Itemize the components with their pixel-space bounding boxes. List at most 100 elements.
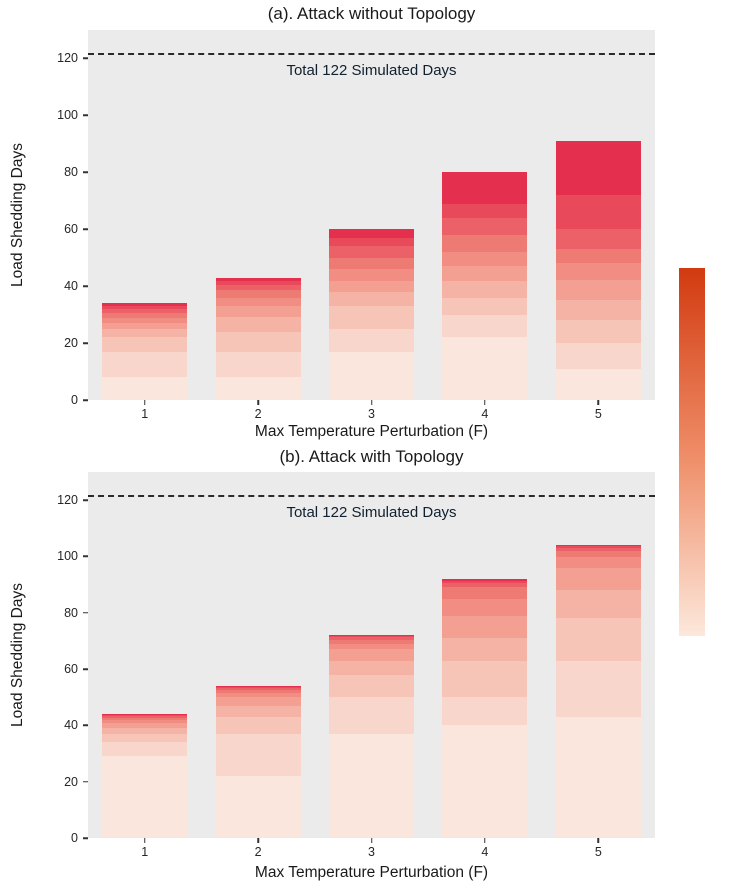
x-tick-label: 5 — [594, 407, 602, 421]
bar-segment — [328, 637, 415, 640]
bar-segment — [555, 567, 641, 591]
bar-segment — [328, 660, 415, 675]
x-tick-mark — [257, 400, 259, 405]
stacked-bar-3 — [328, 30, 415, 400]
bar-segment — [102, 308, 188, 314]
bar-segment — [555, 660, 641, 717]
x-axis-ticks: 1 2 3 4 5 — [88, 400, 655, 424]
plot-area: Total 122 Simulated Days — [88, 472, 655, 838]
bar-segment — [442, 314, 528, 338]
x-tick-mark — [143, 400, 146, 405]
bar-segment — [102, 719, 188, 723]
bar-segment — [442, 615, 528, 639]
bar-segment — [555, 546, 641, 549]
y-tick-label: 100 — [57, 108, 78, 123]
chart-a-x-axis-label: Max Temperature Perturbation (F) — [254, 423, 489, 440]
bar-segment — [215, 690, 301, 694]
stacked-bar-1 — [102, 30, 188, 400]
y-tick-mark — [83, 57, 88, 60]
y-axis-ticks: 0 20 40 60 80 100 120 — [38, 30, 88, 407]
bar-segment — [442, 697, 528, 726]
bar-segment — [328, 697, 415, 734]
x-tick-label: 5 — [594, 845, 602, 859]
bar-slot — [315, 472, 428, 838]
y-axis-ticks: 0 20 40 60 80 100 120 — [38, 472, 88, 845]
x-tick-label: 1 — [141, 845, 149, 859]
y-tick-label: 100 — [57, 549, 78, 564]
stacked-bar-5 — [555, 30, 641, 400]
x-tick-label: 3 — [368, 845, 375, 859]
bar-segment — [555, 556, 641, 568]
x-tick-label: 2 — [254, 407, 262, 421]
y-tick-mark — [83, 837, 88, 839]
bar-segment — [102, 742, 188, 757]
bar-slot — [88, 30, 201, 400]
bar-slot — [542, 30, 655, 400]
x-tick-mark — [370, 400, 373, 405]
bar-segment — [215, 351, 301, 378]
bar-slot — [315, 30, 428, 400]
bar-segment — [102, 733, 188, 743]
bar-segment — [442, 587, 528, 599]
x-tick-label: 3 — [368, 407, 375, 421]
bar-segment — [215, 277, 301, 281]
stacked-bar-1 — [102, 472, 188, 838]
bar-segment — [328, 643, 415, 650]
bar-segment — [442, 337, 528, 400]
y-tick-mark — [83, 780, 88, 783]
chart-attack-without-topology: (a). Attack without Topology Load Sheddi… — [0, 0, 660, 443]
y-tick-mark — [83, 171, 88, 174]
bar-segment — [328, 649, 415, 661]
bar-segment — [555, 550, 641, 557]
bar-segment — [328, 280, 415, 292]
y-tick-label: 60 — [64, 222, 78, 237]
bar-segment — [442, 203, 528, 218]
bar-segment — [328, 639, 415, 644]
x-tick-mark — [484, 838, 486, 843]
bar-segment — [102, 351, 188, 378]
x-tick-mark — [143, 838, 146, 843]
y-tick-label: 120 — [57, 493, 78, 508]
bar-segment — [328, 237, 415, 247]
bar-segment — [215, 686, 301, 688]
bar-slot — [428, 30, 541, 400]
chart-b-x-axis-label: Max Temperature Perturbation (F) — [254, 864, 489, 881]
bar-segment — [102, 306, 188, 309]
x-axis-ticks: 1 2 3 4 5 — [88, 838, 655, 862]
bar-segment — [442, 660, 528, 698]
bar-segment — [442, 581, 528, 584]
y-tick-label: 80 — [64, 165, 78, 180]
x-tick-label: 4 — [481, 407, 489, 421]
bar-segment — [555, 368, 641, 400]
y-tick-mark — [83, 114, 88, 117]
y-tick-mark — [83, 228, 88, 230]
bar-segment — [215, 377, 301, 400]
bar-segment — [328, 733, 415, 838]
bar-segment — [555, 249, 641, 264]
x-tick-mark — [484, 400, 486, 405]
bar-segment — [215, 776, 301, 838]
y-tick-mark — [83, 342, 88, 344]
colorbar — [679, 268, 705, 636]
bar-segment — [555, 716, 641, 838]
y-tick-label: 60 — [64, 662, 78, 677]
bar-segment — [442, 172, 528, 204]
bar-segment — [215, 331, 301, 352]
y-tick-mark — [83, 285, 88, 287]
y-tick-label: 80 — [64, 605, 78, 620]
bar-segment — [102, 317, 188, 324]
bar-segment — [555, 263, 641, 281]
bar-segment — [102, 728, 188, 734]
bar-segment — [328, 351, 415, 400]
bar-segment — [442, 725, 528, 838]
bar-segment — [328, 635, 415, 636]
bar-segment — [555, 320, 641, 344]
bar-slot — [201, 472, 314, 838]
bar-segment — [442, 280, 528, 298]
bars — [88, 472, 655, 838]
bar-segment — [555, 141, 641, 196]
bar-segment — [328, 674, 415, 698]
chart-b-title: (b). Attack with Topology — [279, 447, 464, 466]
bar-segment — [215, 284, 301, 291]
